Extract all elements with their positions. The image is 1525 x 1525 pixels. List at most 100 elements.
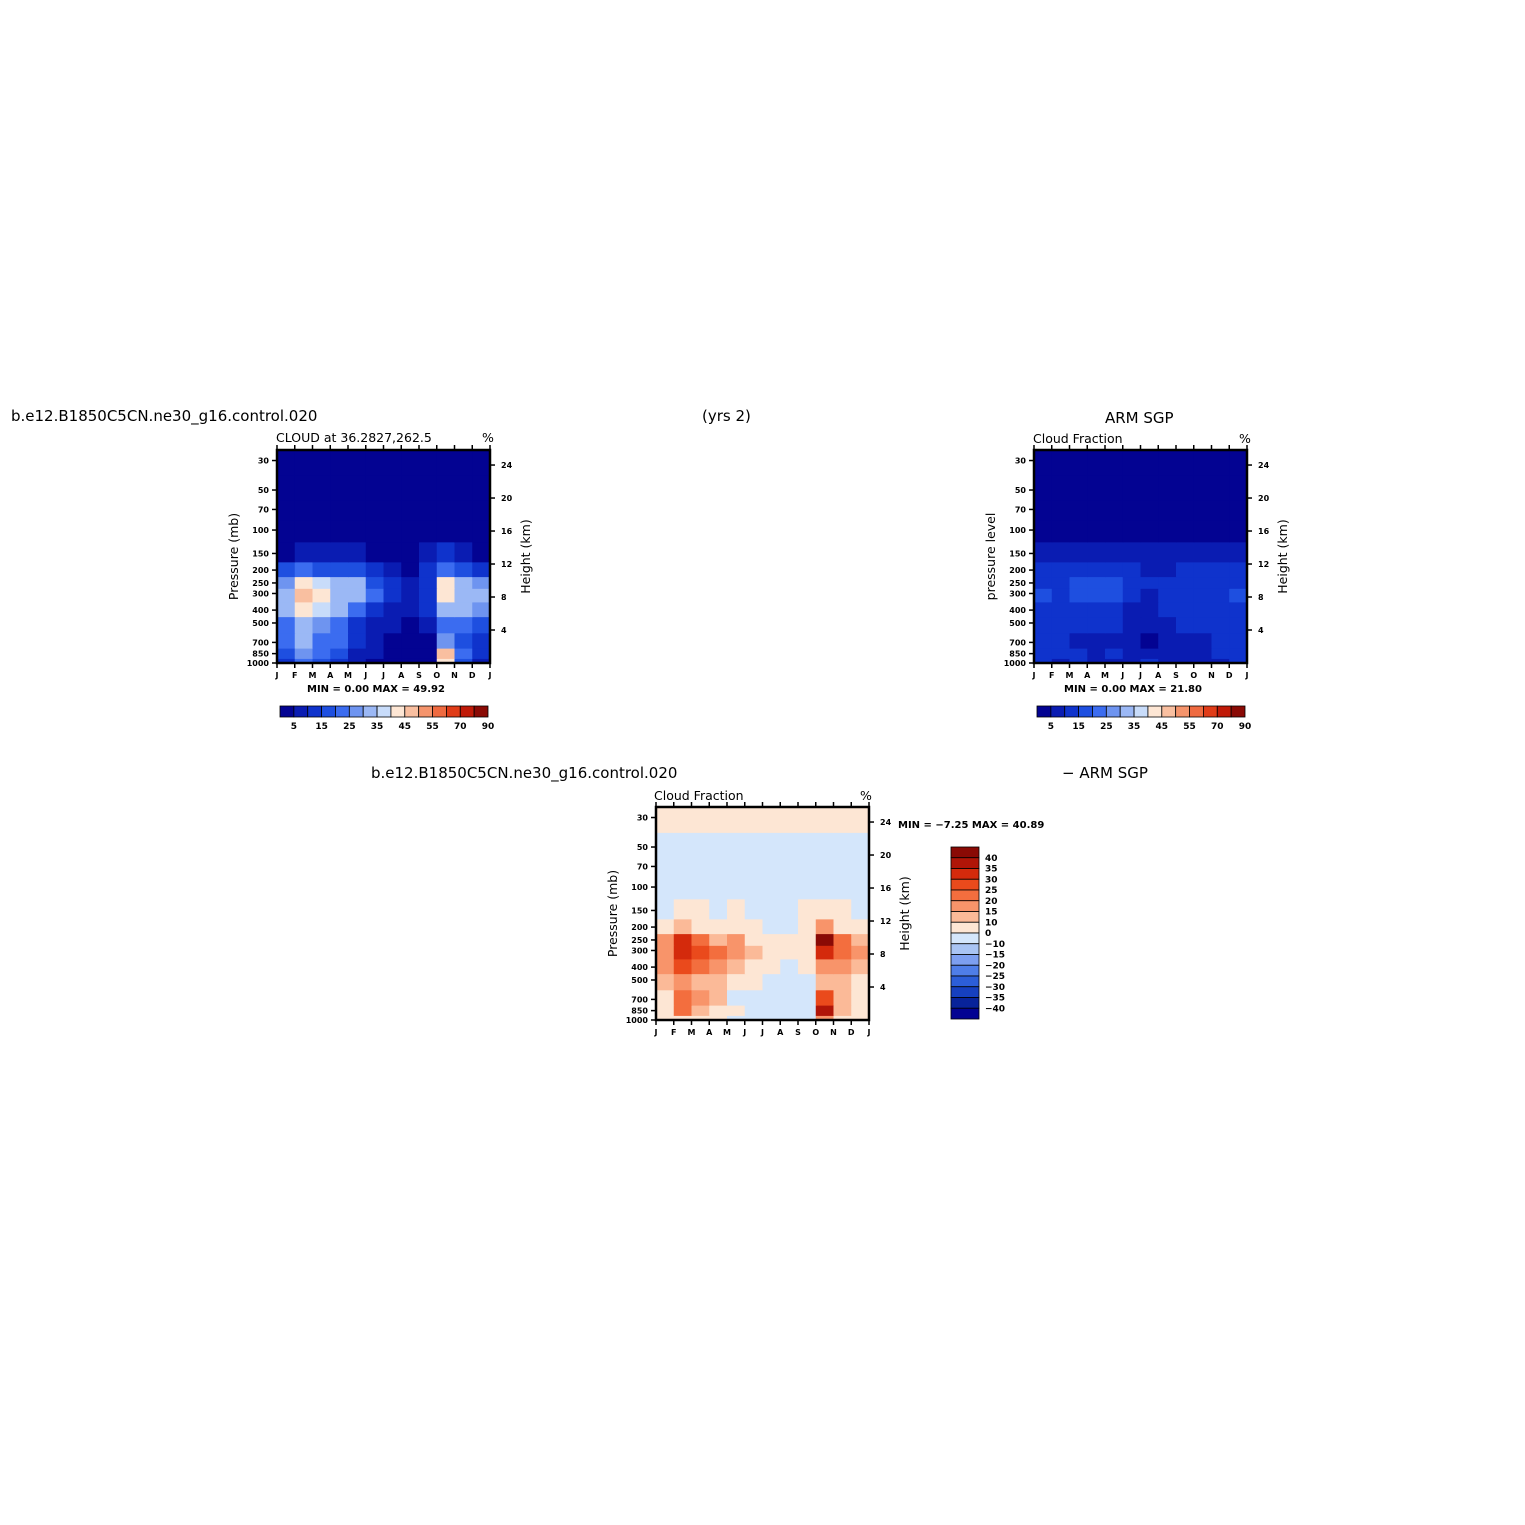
contour-cell bbox=[815, 876, 835, 900]
contour-cell bbox=[673, 933, 693, 946]
y-tick-label: 700 bbox=[1009, 638, 1026, 647]
y2-tick-label: 12 bbox=[1258, 560, 1269, 569]
x-tick-label: D bbox=[848, 1028, 855, 1037]
contour-cell bbox=[294, 576, 314, 589]
contour-cell bbox=[348, 648, 367, 659]
contour-cell bbox=[472, 450, 491, 476]
contour-cell bbox=[1211, 601, 1230, 618]
contour-cell bbox=[1176, 576, 1195, 589]
contour-cell bbox=[472, 561, 491, 578]
colorbar-label: 30 bbox=[985, 875, 998, 885]
contour-cell bbox=[833, 1005, 852, 1016]
contour-cell bbox=[744, 807, 764, 833]
y2-tick-label: 24 bbox=[501, 461, 513, 470]
colorbar-label: 55 bbox=[426, 722, 439, 732]
y-tick-label: 250 bbox=[1009, 579, 1026, 588]
contour-cell bbox=[851, 933, 870, 946]
contour-cell bbox=[383, 541, 402, 563]
contour-cell bbox=[1122, 658, 1142, 664]
contour-cell bbox=[1211, 475, 1230, 501]
contour-cell bbox=[815, 989, 835, 1006]
contour-cell bbox=[1105, 519, 1124, 543]
contour-cell bbox=[691, 918, 710, 935]
colorbar-box bbox=[950, 964, 980, 977]
x-tick-label: A bbox=[1155, 671, 1162, 680]
y-tick-label: 250 bbox=[252, 579, 269, 588]
contour-cell bbox=[454, 541, 473, 563]
colorbar-label: 25 bbox=[343, 722, 356, 732]
colorbar-label: 35 bbox=[1128, 722, 1141, 732]
x-tick-label: J bbox=[654, 1028, 658, 1037]
contour-cell bbox=[780, 989, 799, 1006]
colorbar-label: 25 bbox=[1100, 722, 1113, 732]
contour-cell bbox=[1051, 561, 1071, 578]
contour-cell bbox=[1158, 450, 1177, 476]
contour-cell bbox=[673, 807, 693, 833]
contour-cell bbox=[762, 989, 781, 1006]
contour-cell bbox=[1176, 616, 1195, 634]
contour-cell bbox=[691, 973, 710, 991]
contour-cell bbox=[727, 973, 746, 991]
contour-cell bbox=[798, 945, 817, 960]
contour-cell bbox=[1105, 541, 1124, 563]
contour-cell bbox=[1229, 658, 1248, 664]
contour-cell bbox=[798, 898, 817, 920]
contour-cell bbox=[1122, 576, 1142, 589]
contour-cell bbox=[1122, 648, 1142, 659]
y-tick-label: 500 bbox=[252, 619, 269, 628]
contour-cell bbox=[312, 648, 331, 659]
colorbar-label: 25 bbox=[985, 886, 998, 896]
contour-cell bbox=[1229, 588, 1248, 603]
contour-cell bbox=[709, 876, 728, 900]
contour-cell bbox=[833, 945, 852, 960]
contour-cell bbox=[330, 601, 349, 618]
diff-units: % bbox=[860, 788, 872, 803]
contour-cell bbox=[419, 576, 438, 589]
colorbar-box bbox=[950, 986, 980, 998]
contour-cell bbox=[1158, 601, 1177, 618]
contour-cell bbox=[454, 632, 473, 649]
contour-cell bbox=[330, 632, 349, 649]
contour-cell bbox=[798, 933, 817, 946]
contour-cell bbox=[294, 588, 314, 603]
contour-cell bbox=[762, 945, 781, 960]
contour-cell bbox=[744, 1005, 764, 1016]
contour-cell bbox=[1193, 648, 1213, 659]
contour-cell bbox=[277, 499, 296, 521]
x-tick-label: F bbox=[292, 671, 297, 680]
contour-cell bbox=[798, 958, 817, 975]
contour-cell bbox=[1069, 561, 1088, 578]
contour-cell bbox=[383, 648, 402, 659]
contour-cell bbox=[673, 958, 693, 975]
contour-cell bbox=[277, 601, 296, 618]
contour-cell bbox=[780, 1015, 799, 1021]
colorbar-box bbox=[950, 921, 980, 934]
contour-cell bbox=[1087, 475, 1106, 501]
contour-cell bbox=[780, 856, 799, 878]
contour-cell bbox=[709, 1005, 728, 1016]
contour-cell bbox=[1176, 601, 1195, 618]
contour-cell bbox=[1034, 632, 1053, 649]
contour-cell bbox=[673, 918, 693, 935]
contour-cell bbox=[762, 933, 781, 946]
contour-cell bbox=[833, 933, 852, 946]
contour-cell bbox=[1105, 450, 1124, 476]
contour-cell bbox=[1229, 616, 1248, 634]
y-tick-label: 150 bbox=[1009, 549, 1026, 558]
y-tick-label: 50 bbox=[637, 843, 649, 852]
contour-cell bbox=[348, 601, 367, 618]
y-tick-label: 400 bbox=[252, 606, 269, 615]
contour-cell bbox=[1122, 632, 1142, 649]
contour-cell bbox=[454, 450, 473, 476]
y-tick-label: 1000 bbox=[626, 1016, 649, 1025]
contour-cell bbox=[1193, 588, 1213, 603]
y2-tick-label: 16 bbox=[501, 527, 513, 536]
contour-cell bbox=[744, 989, 764, 1006]
contour-cell bbox=[330, 475, 349, 501]
contour-cell bbox=[1051, 576, 1071, 589]
diff-case-title: b.e12.B1850C5CN.ne30_g16.control.020 bbox=[371, 764, 678, 782]
contour-cell bbox=[709, 898, 728, 920]
contour-cell bbox=[1105, 576, 1124, 589]
